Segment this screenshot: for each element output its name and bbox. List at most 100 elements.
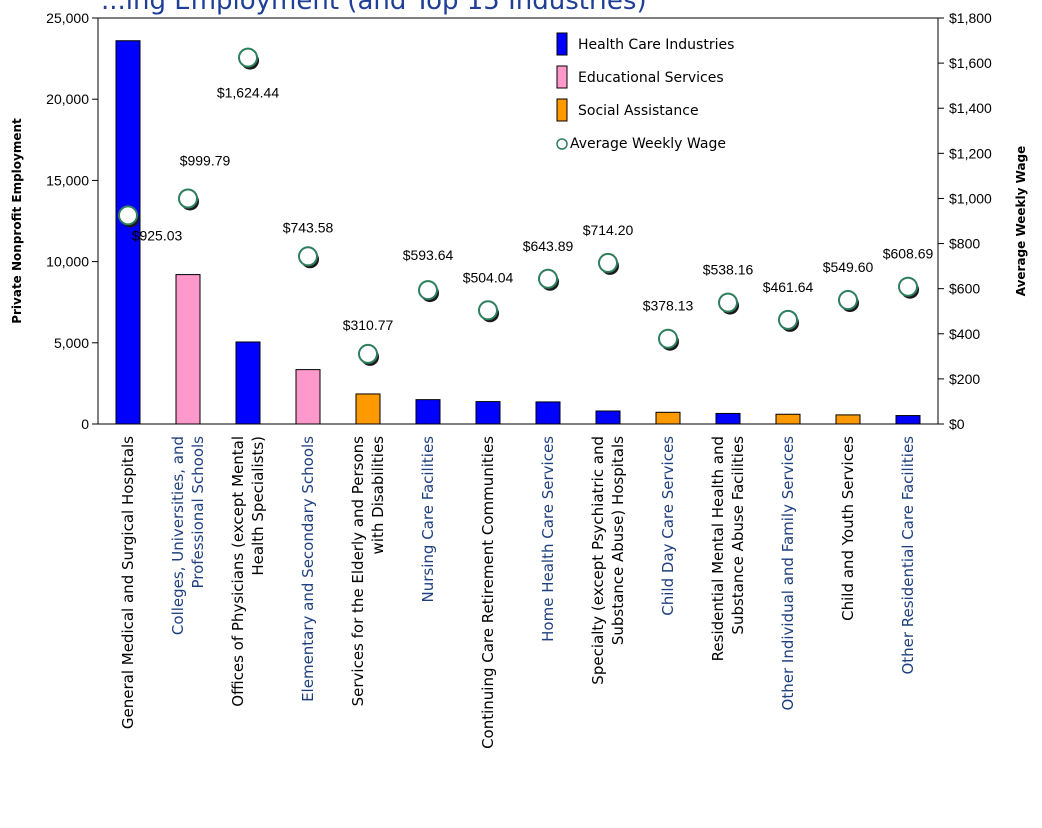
wage-marker-1: [178, 188, 198, 209]
legend-swatch-1: [556, 65, 568, 89]
legend: Health Care Industries Educational Servic…: [556, 32, 734, 152]
bar-10: [715, 412, 741, 425]
right-tick-label-5: $1,000: [949, 190, 992, 206]
left-tick-label-5: 25,000: [46, 10, 89, 26]
category-label-8: Specialty (except Psychiatric and Substan…: [589, 436, 627, 685]
bar-7: [535, 401, 561, 425]
category-label-5: Nursing Care Facilities: [419, 436, 437, 603]
category-label-line2-10: Substance Abuse Facilities: [729, 436, 747, 635]
right-tick-label-7: $1,400: [949, 100, 992, 116]
wage-label-4: $310.77: [343, 317, 394, 333]
category-label-13: Other Residential Care Facilities: [899, 436, 917, 675]
category-label-2: Offices of Physicians (except Mental Heal…: [229, 436, 267, 707]
bar-12: [835, 414, 861, 425]
bar-1: [175, 274, 201, 425]
category-label-line1-12: Child and Youth Services: [839, 436, 857, 621]
wage-label-9: $378.13: [643, 298, 694, 314]
wage-label-12: $549.60: [823, 259, 874, 275]
left-tick-label-3: 15,000: [46, 172, 89, 188]
wage-label-0: $925.03: [132, 227, 183, 243]
category-label-1: Colleges, Universities, and Professional …: [169, 436, 207, 635]
right-tick-label-9: $1,800: [949, 10, 992, 26]
category-label-line1-10: Residential Mental Health and: [709, 436, 727, 661]
category-label-line1-0: General Medical and Surgical Hospitals: [119, 436, 137, 729]
wage-marker-3: [298, 246, 318, 267]
category-label-9: Child Day Care Services: [659, 436, 677, 616]
bar-13: [895, 415, 921, 425]
right-tick-label-0: $0: [949, 416, 965, 432]
wage-label-6: $504.04: [463, 269, 514, 285]
legend-label-2: Social Assistance: [578, 103, 699, 119]
wage-marker-6: [478, 300, 498, 321]
category-label-line2-1: Professional Schools: [189, 436, 207, 589]
wage-label-10: $538.16: [703, 262, 754, 278]
category-label-line2-8: Substance Abuse) Hospitals: [609, 436, 627, 645]
category-label-10: Residential Mental Health and Substance A…: [709, 436, 747, 662]
legend-marker-3: [556, 138, 568, 150]
category-label-11: Other Individual and Family Services: [779, 436, 797, 711]
wage-label-8: $714.20: [583, 222, 634, 238]
right-tick-label-1: $200: [949, 371, 980, 387]
wage-marker-7: [538, 268, 558, 289]
right-tick-label-6: $1,200: [949, 145, 992, 161]
category-label-4: Services for the Elderly and Persons with…: [349, 436, 387, 707]
right-tick-label-3: $600: [949, 281, 980, 297]
category-label-0: General Medical and Surgical Hospitals: [119, 436, 137, 729]
right-tick-label-2: $400: [949, 326, 980, 342]
bar-9: [655, 411, 681, 425]
wage-label-3: $743.58: [283, 219, 334, 235]
plot-frame: [97, 17, 939, 425]
category-label-7: Home Health Care Services: [539, 436, 557, 642]
left-axis: 0 5,000 10,000 15,000 20,000 25,000: [46, 10, 98, 432]
left-tick-label-4: 20,000: [46, 91, 89, 107]
right-tick-label-4: $800: [949, 236, 980, 252]
category-label-line1-2: Offices of Physicians (except Mental: [229, 436, 247, 707]
category-label-6: Continuing Care Retirement Communities: [479, 436, 497, 749]
wage-marker-13: [898, 276, 918, 297]
chart-title: ...ing Employment (and Top 15 Industries…: [101, 0, 647, 16]
bar-4: [355, 393, 381, 425]
category-label-line1-13: Other Residential Care Facilities: [899, 436, 917, 675]
category-label-line1-8: Specialty (except Psychiatric and: [589, 436, 607, 685]
category-label-line2-2: Health Specialists): [249, 436, 267, 576]
category-label-line1-1: Colleges, Universities, and: [169, 436, 187, 635]
plot-area: [97, 17, 939, 425]
bar-series: [115, 40, 921, 425]
category-label-3: Elementary and Secondary Schools: [299, 436, 317, 702]
category-label-12: Child and Youth Services: [839, 436, 857, 621]
wage-label-13: $608.69: [883, 246, 934, 262]
bar-3: [295, 369, 321, 425]
category-label-line1-11: Other Individual and Family Services: [779, 436, 797, 711]
left-tick-label-0: 0: [81, 416, 89, 432]
category-label-line1-9: Child Day Care Services: [659, 436, 677, 616]
right-axis-title: Average Weekly Wage: [1014, 146, 1028, 297]
wage-label-1: $999.79: [180, 152, 231, 168]
wage-label-2: $1,624.44: [217, 85, 279, 101]
wage-marker-10: [718, 292, 738, 313]
wage-marker-0: [118, 205, 138, 226]
wage-marker-12: [838, 290, 858, 311]
wage-label-7: $643.89: [523, 238, 574, 254]
bar-5: [415, 399, 441, 425]
wage-marker-8: [598, 252, 618, 273]
wage-label-11: $461.64: [763, 279, 814, 295]
legend-label-1: Educational Services: [578, 70, 724, 86]
wage-series: $925.03 $999.79 $1,624.44 $743.58 $310.77 $59…: [118, 47, 934, 366]
category-label-line1-3: Elementary and Secondary Schools: [299, 436, 317, 702]
category-label-line1-6: Continuing Care Retirement Communities: [479, 436, 497, 749]
legend-swatch-0: [556, 32, 568, 56]
category-label-line1-7: Home Health Care Services: [539, 436, 557, 642]
legend-label-0: Health Care Industries: [578, 37, 734, 53]
bar-2: [235, 341, 261, 425]
left-tick-label-2: 10,000: [46, 254, 89, 270]
wage-marker-2: [238, 47, 258, 68]
category-label-line1-4: Services for the Elderly and Persons: [349, 436, 367, 707]
left-axis-title: Private Nonprofit Employment: [10, 118, 24, 324]
right-axis: $0 $200 $400 $600 $800 $1,000 $1,200 $1,400 $1,6…: [938, 10, 992, 432]
category-labels: General Medical and Surgical Hospitals Co…: [119, 436, 917, 749]
wage-marker-9: [658, 328, 678, 349]
wage-marker-5: [418, 280, 438, 301]
wage-marker-11: [778, 309, 798, 330]
category-label-line2-4: with Disabilities: [369, 436, 387, 555]
